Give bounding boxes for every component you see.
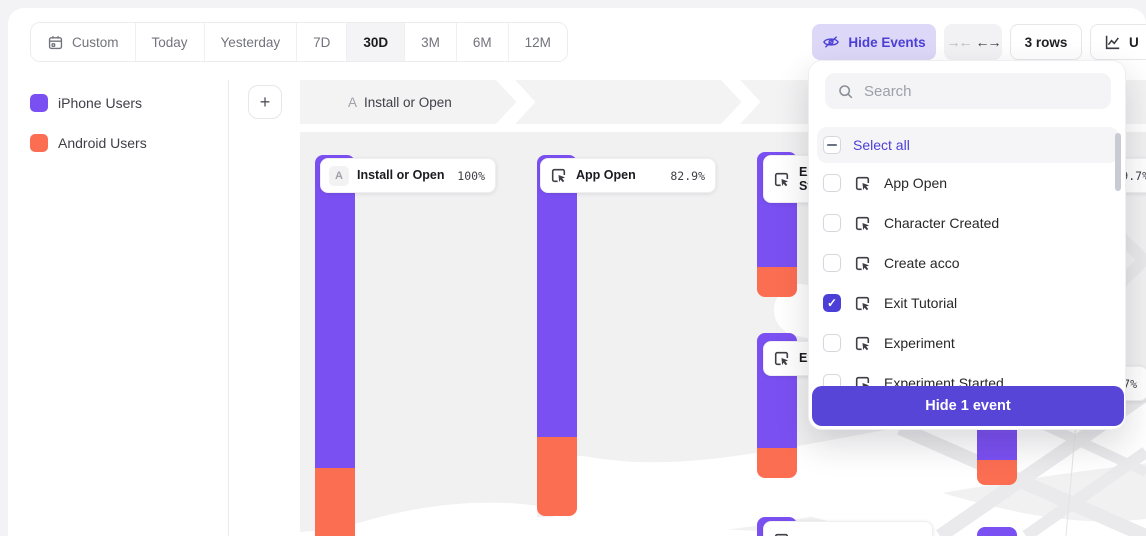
event-item-character-created[interactable]: Character Created — [817, 205, 1119, 241]
event-click-icon — [772, 170, 791, 189]
event-click-icon — [853, 214, 872, 233]
iphone-color-swatch — [30, 94, 48, 112]
event-item-experiment[interactable]: Experiment — [817, 325, 1119, 361]
android-color-swatch — [30, 134, 48, 152]
bar-step1-iphone[interactable] — [315, 155, 355, 468]
bar-step2-iphone[interactable] — [537, 155, 577, 437]
legend-item-iphone: iPhone Users — [30, 94, 142, 112]
checkbox[interactable] — [823, 174, 841, 192]
step-card-partial-bottom[interactable] — [763, 521, 933, 536]
bar-step2-android[interactable] — [537, 437, 577, 516]
date-range-label: Custom — [72, 34, 119, 50]
date-range-custom[interactable]: Custom — [31, 23, 135, 61]
conversion-percent: 82.9% — [670, 168, 705, 183]
checkbox[interactable] — [823, 334, 841, 352]
select-all-row[interactable]: Select all — [817, 127, 1119, 163]
bar-step3b-android[interactable] — [757, 448, 797, 478]
step-card-app-open[interactable]: App Open 82.9% — [540, 158, 716, 193]
date-range-today[interactable]: Today — [134, 23, 204, 61]
event-click-icon — [853, 174, 872, 193]
bar-step1-android[interactable] — [315, 468, 355, 536]
date-range-7d[interactable]: 7D — [296, 23, 347, 61]
hide-events-dropdown: Select all App Open Character Created — [808, 60, 1126, 430]
event-search — [825, 73, 1111, 109]
eye-off-icon — [822, 33, 840, 51]
event-click-icon — [853, 334, 872, 353]
dropdown-scrollbar[interactable] — [1115, 133, 1121, 191]
date-range-30d[interactable]: 30D — [346, 23, 405, 61]
bar-step4b-iphone[interactable] — [977, 527, 1017, 536]
checkbox[interactable] — [823, 214, 841, 232]
conversion-percent: 9.7% — [1121, 168, 1146, 183]
event-letter-icon: A — [329, 165, 349, 186]
event-item-create-acco[interactable]: Create acco — [817, 245, 1119, 281]
column-width-toggle: →← ←→ — [944, 24, 1002, 60]
event-click-icon — [853, 254, 872, 273]
checkbox-checked[interactable] — [823, 294, 841, 312]
add-step-button[interactable]: + — [248, 85, 282, 119]
date-range-3m[interactable]: 3M — [404, 23, 456, 61]
conversion-percent: 100% — [457, 168, 485, 183]
checkbox[interactable] — [823, 254, 841, 272]
bar-step4a-android[interactable] — [977, 460, 1017, 485]
search-input[interactable] — [864, 82, 1099, 100]
collapse-columns-button[interactable]: →← — [946, 34, 973, 50]
search-icon — [837, 83, 854, 100]
legend-item-android: Android Users — [30, 134, 147, 152]
rows-button[interactable]: 3 rows — [1010, 24, 1082, 60]
breadcrumb-step-1[interactable]: A Install or Open — [348, 94, 452, 110]
step-card-install-or-open[interactable]: A Install or Open 100% — [320, 158, 496, 193]
hide-event-action-button[interactable]: Hide 1 event — [812, 386, 1124, 426]
breadcrumb-chevron-separators — [496, 80, 761, 124]
calendar-icon — [47, 34, 64, 51]
event-click-icon — [772, 349, 791, 368]
chart-icon — [1103, 33, 1121, 51]
date-range-yesterday[interactable]: Yesterday — [203, 23, 297, 61]
event-click-icon — [772, 531, 791, 536]
expand-columns-button[interactable]: ←→ — [975, 34, 1002, 50]
event-item-app-open[interactable]: App Open — [817, 165, 1119, 201]
bar-step3a-android[interactable] — [757, 267, 797, 297]
select-all-checkbox[interactable] — [823, 136, 841, 154]
date-range-12m[interactable]: 12M — [507, 23, 567, 61]
hide-events-button[interactable]: Hide Events — [812, 24, 936, 60]
date-range-group: Custom Today Yesterday 7D 30D 3M 6M 12M — [30, 22, 568, 62]
legend-divider — [228, 80, 229, 536]
event-click-icon — [549, 166, 568, 185]
date-range-6m[interactable]: 6M — [455, 23, 508, 61]
event-item-exit-tutorial[interactable]: Exit Tutorial — [817, 285, 1119, 321]
event-click-icon — [853, 294, 872, 313]
users-chart-button[interactable]: U — [1090, 24, 1146, 60]
